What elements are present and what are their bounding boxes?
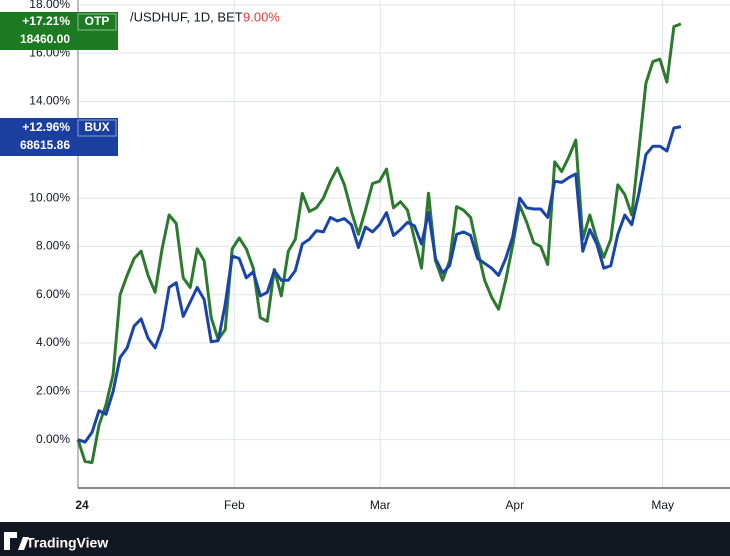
x-tick-label: Feb — [224, 498, 245, 512]
x-tick-label: 24 — [75, 498, 89, 512]
y-tick-label: 4.00% — [36, 335, 70, 349]
legend-entry: OTP — [85, 14, 110, 28]
series-line — [76, 22, 682, 465]
footer-logo — [4, 532, 29, 550]
x-tick-label: May — [651, 498, 674, 512]
title-value: 9.00% — [243, 9, 280, 24]
y-tick-label: 2.00% — [36, 384, 70, 398]
tag-name-box — [77, 13, 117, 31]
tag-last: 68615.86 — [20, 138, 70, 152]
tag-change: +17.21% — [22, 14, 70, 28]
y-tick-label: 14.00% — [29, 94, 70, 108]
y-tick-label: 8.00% — [36, 239, 70, 253]
series-line — [77, 125, 682, 444]
tag-box — [0, 118, 118, 156]
chart-title: /USDHUF, 1D, BET — [130, 9, 243, 24]
tag-name-box — [77, 119, 117, 137]
y-tick-label: 6.00% — [36, 287, 70, 301]
y-tick-label: 0.00% — [36, 432, 70, 446]
x-tick-label: Apr — [505, 498, 524, 512]
y-tick-label: 10.00% — [29, 190, 70, 204]
tag-box — [0, 12, 118, 50]
legend-entry: BUX — [84, 120, 109, 134]
footer-bar — [0, 522, 730, 556]
tag-last: 18460.00 — [20, 32, 70, 46]
tag-change: +12.96% — [22, 120, 70, 134]
footer-brand: TradingView — [26, 535, 108, 551]
x-tick-label: Mar — [370, 498, 391, 512]
y-tick-label: 18.00% — [29, 0, 70, 11]
